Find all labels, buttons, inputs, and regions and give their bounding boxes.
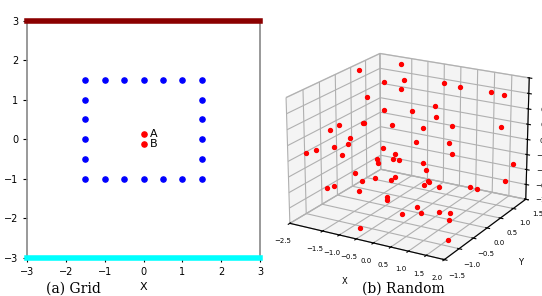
Point <box>159 78 167 82</box>
Point <box>197 176 206 181</box>
Point <box>81 157 90 161</box>
Point <box>81 117 90 122</box>
Point <box>81 176 90 181</box>
Point <box>100 176 109 181</box>
Point <box>197 117 206 122</box>
X-axis label: X: X <box>341 277 347 287</box>
Point <box>178 78 187 82</box>
Point <box>139 78 148 82</box>
Text: (a) Grid: (a) Grid <box>46 282 101 296</box>
Point <box>197 78 206 82</box>
Point <box>159 176 167 181</box>
Text: B: B <box>150 139 157 149</box>
Point <box>139 132 148 137</box>
Y-axis label: Y: Y <box>518 258 523 267</box>
Point <box>197 137 206 141</box>
Point <box>197 157 206 161</box>
Point <box>81 97 90 102</box>
Point <box>120 176 128 181</box>
Text: (b) Random: (b) Random <box>363 282 445 296</box>
Point <box>81 78 90 82</box>
X-axis label: X: X <box>140 282 147 292</box>
Point <box>139 176 148 181</box>
Text: A: A <box>150 129 157 139</box>
Point <box>197 97 206 102</box>
Point <box>178 176 187 181</box>
Point <box>81 137 90 141</box>
Point <box>120 78 128 82</box>
Point <box>139 141 148 146</box>
Point <box>100 78 109 82</box>
